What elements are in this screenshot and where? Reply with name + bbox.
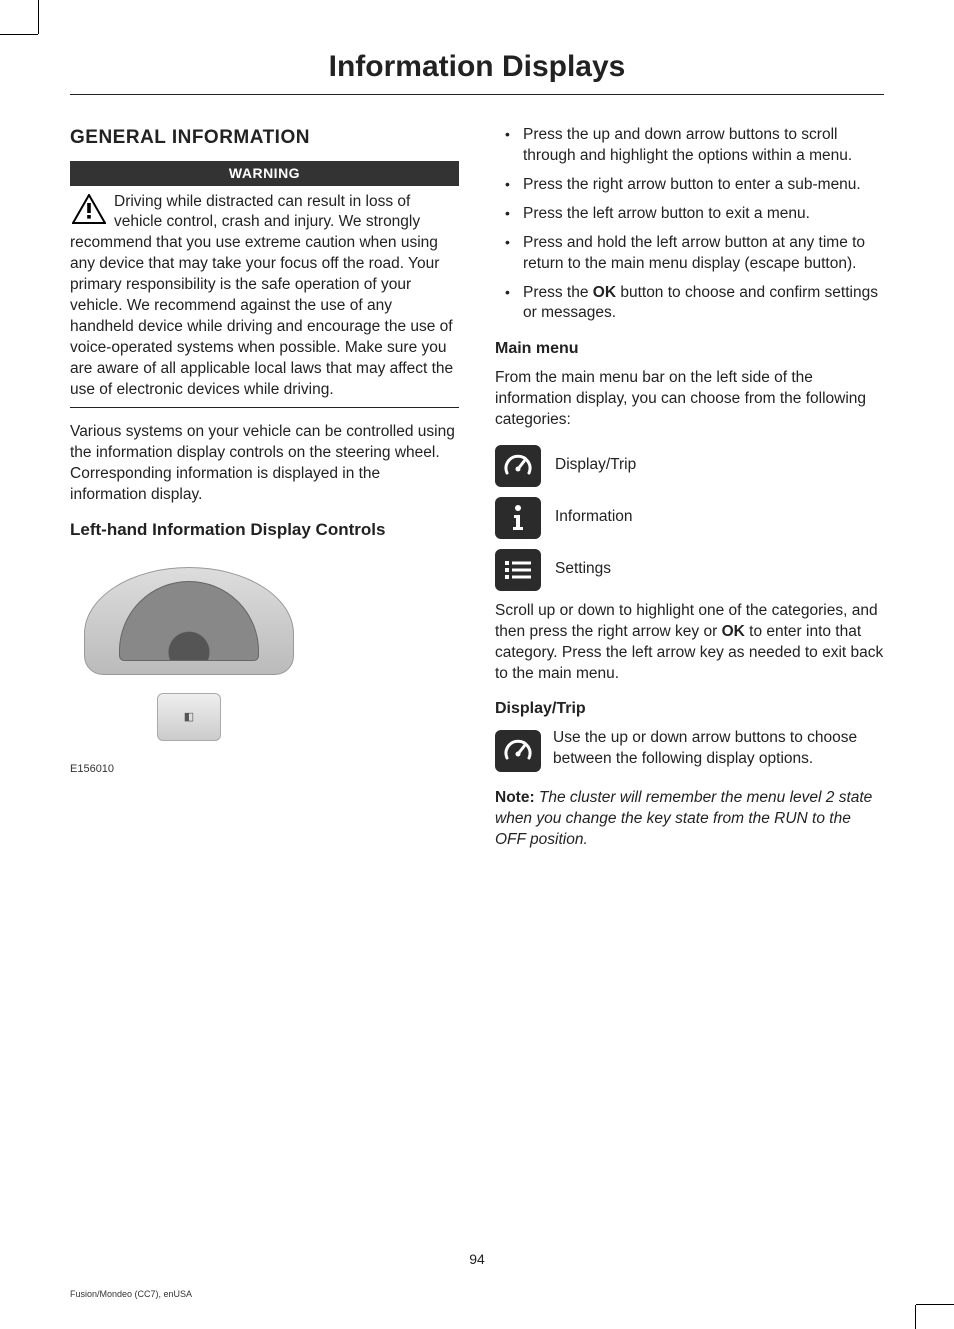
crop-mark (0, 34, 38, 35)
category-label: Display/Trip (555, 455, 636, 476)
bullet-item: Press the up and down arrow buttons to s… (501, 125, 884, 167)
steering-button-graphic: ◧ (157, 693, 221, 741)
right-column: Press the up and down arrow buttons to s… (495, 125, 884, 865)
warning-triangle-icon (72, 194, 106, 224)
warning-text: Driving while distracted can result in l… (70, 193, 453, 398)
crop-mark (38, 0, 39, 34)
bullet-text: Press and hold the left arrow button at … (523, 234, 865, 272)
gauge-cluster-graphic (84, 567, 294, 675)
note-text: The cluster will remember the menu level… (495, 789, 872, 848)
content-columns: GENERAL INFORMATION WARNING Driving whil… (70, 125, 884, 865)
bullet-text-bold: OK (593, 284, 616, 301)
bullet-item: Press the OK button to choose and confir… (501, 283, 884, 325)
crop-mark (915, 1305, 916, 1329)
gauge-icon (495, 445, 541, 487)
figure-left-controls: ◧ (74, 554, 304, 754)
scroll-instruction-paragraph: Scroll up or down to highlight one of th… (495, 601, 884, 685)
para-text-bold: OK (722, 623, 745, 640)
main-menu-intro: From the main menu bar on the left side … (495, 368, 884, 431)
page-number: 94 (0, 1251, 954, 1267)
warning-label: WARNING (70, 161, 459, 186)
footer-document-id: Fusion/Mondeo (CC7), enUSA (70, 1289, 192, 1299)
display-trip-text: Use the up or down arrow buttons to choo… (553, 729, 857, 767)
left-column: GENERAL INFORMATION WARNING Driving whil… (70, 125, 459, 865)
note-paragraph: Note: The cluster will remember the menu… (495, 788, 884, 851)
category-label: Information (555, 507, 633, 528)
gauge-icon (495, 730, 541, 772)
note-label: Note: (495, 789, 535, 806)
bullet-text: Press the right arrow button to enter a … (523, 176, 861, 193)
gauge-dial-graphic (119, 581, 259, 661)
category-row-information: Information (495, 497, 884, 539)
category-label: Settings (555, 559, 611, 580)
bullet-text: Press the (523, 284, 593, 301)
intro-paragraph: Various systems on your vehicle can be c… (70, 422, 459, 506)
figure-id: E156010 (70, 762, 459, 777)
instruction-bullet-list: Press the up and down arrow buttons to s… (495, 125, 884, 324)
category-row-settings: Settings (495, 549, 884, 591)
bullet-item: Press the left arrow button to exit a me… (501, 204, 884, 225)
crop-mark (916, 1304, 954, 1305)
bullet-item: Press and hold the left arrow button at … (501, 233, 884, 275)
display-trip-description: Use the up or down arrow buttons to choo… (495, 728, 884, 774)
page-title: Information Displays (70, 50, 884, 95)
bullet-text: Press the up and down arrow buttons to s… (523, 126, 852, 164)
sub-heading-left-controls: Left-hand Information Display Controls (70, 519, 459, 542)
category-row-display-trip: Display/Trip (495, 445, 884, 487)
warning-body: Driving while distracted can result in l… (70, 192, 459, 408)
sub-heading-display-trip: Display/Trip (495, 698, 884, 720)
info-icon (495, 497, 541, 539)
bullet-item: Press the right arrow button to enter a … (501, 175, 884, 196)
list-icon (495, 549, 541, 591)
section-heading-general-info: GENERAL INFORMATION (70, 125, 459, 151)
bullet-text: Press the left arrow button to exit a me… (523, 205, 810, 222)
sub-heading-main-menu: Main menu (495, 338, 884, 360)
